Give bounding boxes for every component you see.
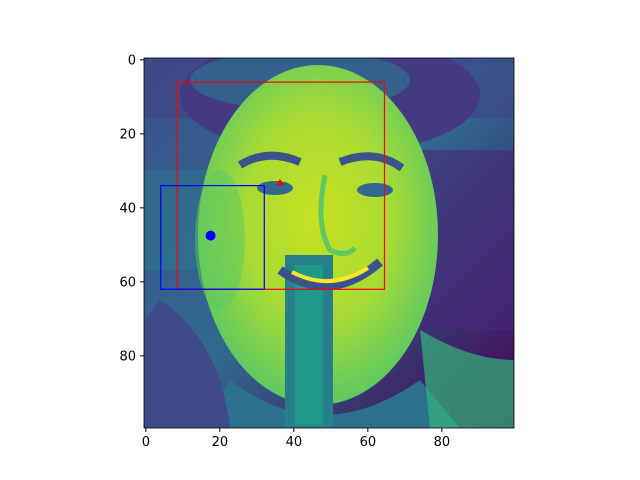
x-tick-label: 80	[434, 435, 451, 450]
y-axis: 0 20 40 60 80	[119, 54, 144, 365]
x-tick-label: 40	[286, 435, 303, 450]
y-tick-label: 40	[119, 202, 136, 217]
face-image	[144, 58, 514, 428]
axes-frame	[143, 57, 515, 429]
x-tick-label: 20	[212, 435, 229, 450]
y-tick-label: 80	[119, 350, 136, 365]
x-tick-label: 0	[142, 435, 150, 450]
y-tick-label: 0	[128, 54, 136, 69]
x-axis: 0 20 40 60 80	[142, 428, 450, 450]
blue-bounding-box	[160, 185, 265, 290]
x-tick-label: 60	[360, 435, 377, 450]
y-tick-label: 60	[119, 276, 136, 291]
y-tick-label: 20	[119, 128, 136, 143]
blue-keypoint-dot	[205, 230, 216, 241]
red-keypoint-marker	[276, 179, 284, 185]
